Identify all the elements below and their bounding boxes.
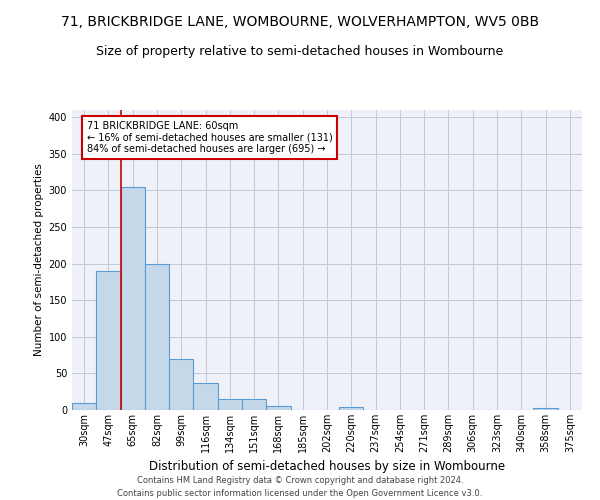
Bar [266,406,290,410]
Bar [72,404,96,410]
Bar [193,383,218,410]
Bar [533,408,558,410]
X-axis label: Distribution of semi-detached houses by size in Wombourne: Distribution of semi-detached houses by … [149,460,505,473]
Bar [339,407,364,410]
Text: Contains HM Land Registry data © Crown copyright and database right 2024.
Contai: Contains HM Land Registry data © Crown c… [118,476,482,498]
Bar [96,271,121,410]
Text: Size of property relative to semi-detached houses in Wombourne: Size of property relative to semi-detach… [97,45,503,58]
Text: 71 BRICKBRIDGE LANE: 60sqm
← 16% of semi-detached houses are smaller (131)
84% o: 71 BRICKBRIDGE LANE: 60sqm ← 16% of semi… [86,121,332,154]
Text: 71, BRICKBRIDGE LANE, WOMBOURNE, WOLVERHAMPTON, WV5 0BB: 71, BRICKBRIDGE LANE, WOMBOURNE, WOLVERH… [61,15,539,29]
Bar [242,399,266,410]
Bar [121,187,145,410]
Bar [145,264,169,410]
Bar [169,359,193,410]
Bar [218,399,242,410]
Y-axis label: Number of semi-detached properties: Number of semi-detached properties [34,164,44,356]
